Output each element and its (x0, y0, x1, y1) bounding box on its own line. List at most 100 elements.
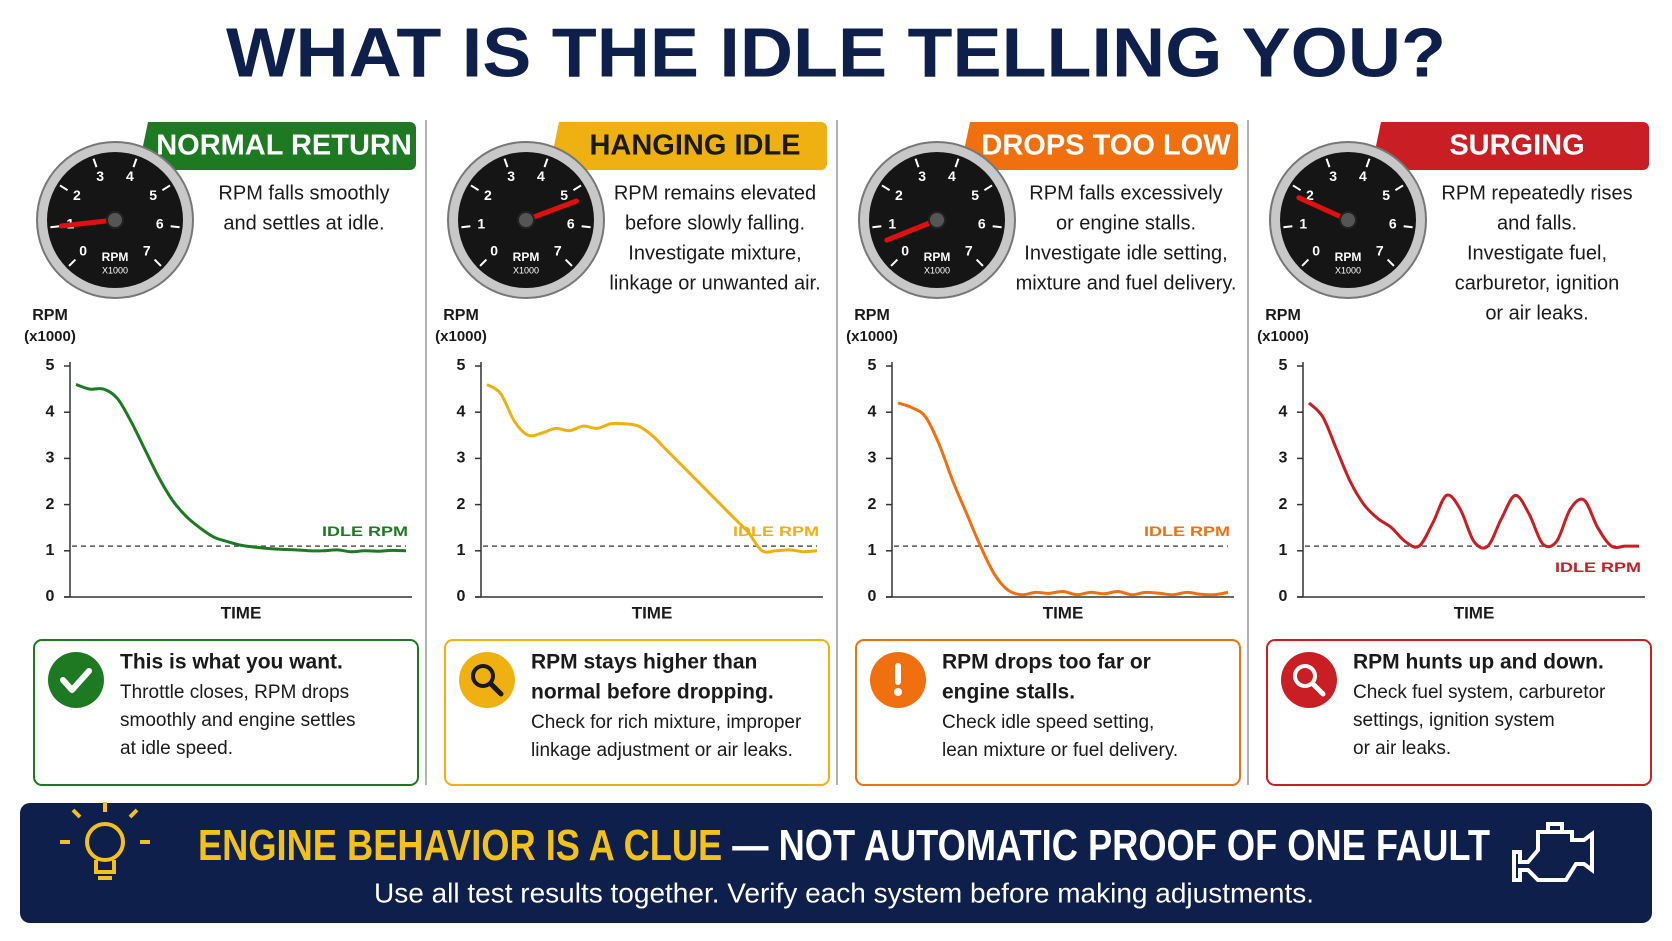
reference-label: IDLE RPM (1555, 559, 1641, 575)
y-tick-label: 4 (46, 403, 55, 420)
search-icon (1310, 681, 1326, 697)
y-tick-label: 2 (868, 496, 877, 513)
gauge-tick (59, 184, 69, 192)
gauge-tick (153, 258, 162, 267)
callout-text: lean mixture or fuel delivery. (942, 740, 1178, 761)
gauge-tick (1325, 158, 1331, 168)
gauge-tick-label: 5 (971, 187, 979, 203)
y-tick-label: 5 (1279, 357, 1288, 374)
callout-box (444, 639, 830, 786)
callout-text: smoothly and engine settles (120, 710, 356, 731)
panel-description: and falls. (1497, 212, 1577, 234)
y-tick-label: 0 (457, 588, 466, 605)
gauge-tick-label: 5 (560, 187, 568, 203)
gauge-tick-label: 7 (965, 243, 973, 259)
y-tick-label: 2 (457, 496, 466, 513)
gauge-tick-label: 7 (554, 243, 562, 259)
gauge-tick-label: 0 (79, 243, 87, 259)
gauge-tick-label: 2 (895, 187, 903, 203)
y-axis-label: RPM (443, 307, 479, 324)
callout-text: Throttle closes, RPM drops (120, 682, 349, 703)
y-tick-label: 1 (457, 542, 466, 559)
gauge-tick (1301, 258, 1310, 267)
panel-description: or air leaks. (1485, 302, 1588, 324)
y-tick-label: 3 (457, 450, 466, 467)
search-icon (471, 664, 495, 688)
page-title: WHAT IS THE IDLE TELLING YOU? (226, 13, 1446, 91)
search-icon (1293, 664, 1317, 688)
callout-text: settings, ignition system (1353, 710, 1555, 731)
callout-box (1266, 639, 1652, 786)
gauge-tick-label: 4 (948, 168, 956, 184)
alert-icon (895, 663, 901, 685)
gauge-tick (1394, 184, 1404, 192)
gauge-tick (503, 158, 509, 168)
y-tick-label: 1 (46, 542, 55, 559)
gauge-tick-label: 6 (156, 216, 164, 232)
gauge-label: RPM (513, 250, 540, 264)
gauge-tick-label: 3 (96, 168, 104, 184)
gauge-tick-label: 4 (1359, 168, 1367, 184)
y-tick-label: 1 (1279, 542, 1288, 559)
y-axis-unit: (x1000) (435, 328, 487, 345)
panel-description: or engine stalls. (1056, 212, 1196, 234)
gauge-tick-label: 3 (918, 168, 926, 184)
panel-description: Investigate idle setting, (1024, 242, 1227, 264)
gauge-tick-label: 4 (126, 168, 134, 184)
gauge-hub (1339, 211, 1357, 229)
engine-icon (1512, 822, 1594, 882)
gauge-tick (479, 258, 488, 267)
gauge-tick (954, 158, 960, 168)
gauge-tick-label: 0 (490, 243, 498, 259)
panels: NORMAL RETURN01234567RPMX1000RPM falls s… (24, 122, 1652, 786)
gauge-tick (572, 184, 582, 192)
header-ribbon (549, 122, 827, 170)
panel-description: RPM repeatedly rises (1441, 182, 1632, 204)
gauge-tick-label: 3 (1329, 168, 1337, 184)
gauge-hub (928, 211, 946, 229)
y-tick-label: 4 (1279, 403, 1288, 420)
gauge-needle (1296, 195, 1351, 223)
gauge-unit: X1000 (102, 265, 128, 275)
x-axis-label: TIME (221, 603, 262, 622)
panel: NORMAL RETURN01234567RPMX1000RPM falls s… (24, 122, 419, 786)
callout-box (855, 639, 1241, 786)
y-axis-label: RPM (854, 307, 890, 324)
y-tick-label: 5 (46, 357, 55, 374)
callout-icon (1281, 652, 1337, 708)
panel-header: DROPS TOO LOW (981, 130, 1231, 162)
gauge-tick-label: 2 (73, 187, 81, 203)
y-tick-label: 0 (46, 588, 55, 605)
gauge-tick (461, 225, 471, 229)
gauge-tick (68, 258, 77, 267)
header-ribbon (138, 122, 416, 170)
header-ribbon (1371, 122, 1649, 170)
callout-headline: normal before dropping. (531, 681, 774, 704)
gauge-tick-label: 0 (901, 243, 909, 259)
gauge-tick-label: 1 (477, 216, 485, 232)
gauge-tick-label: 7 (1376, 243, 1384, 259)
gauge-tick (92, 158, 98, 168)
callout-icon (48, 652, 104, 708)
gauge-label: RPM (102, 250, 129, 264)
reference-label: IDLE RPM (1144, 523, 1230, 539)
footer-band (20, 803, 1652, 923)
y-axis-unit: (x1000) (846, 328, 898, 345)
y-tick-label: 3 (46, 450, 55, 467)
y-axis-unit: (x1000) (1257, 328, 1309, 345)
rpm-line (897, 401, 1229, 597)
x-axis-label: TIME (1043, 603, 1084, 622)
gauge-tick (1403, 225, 1413, 229)
gauge-tick-label: 5 (149, 187, 157, 203)
y-tick-label: 0 (1279, 588, 1288, 605)
gauge-needle (58, 217, 118, 229)
gauge-tick-label: 6 (978, 216, 986, 232)
callout-headline: RPM drops too far or (942, 651, 1151, 674)
reference-label: IDLE RPM (322, 523, 408, 539)
callout-icon (459, 652, 515, 708)
y-tick-label: 2 (46, 496, 55, 513)
y-tick-label: 3 (1279, 450, 1288, 467)
alert-icon (894, 688, 902, 696)
